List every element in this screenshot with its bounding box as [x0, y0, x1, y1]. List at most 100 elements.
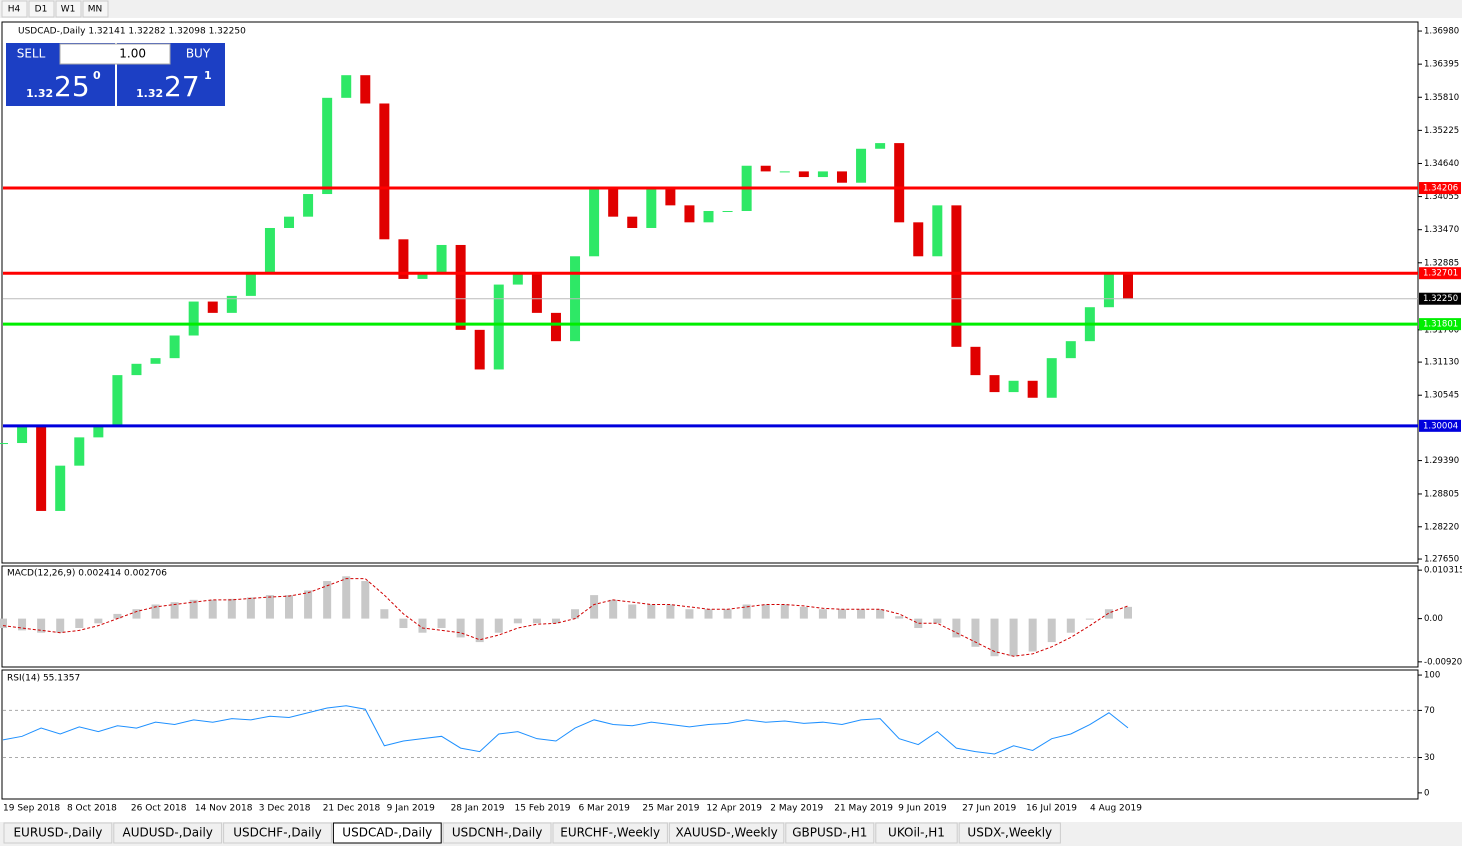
candle: [684, 205, 695, 223]
candle: [608, 188, 619, 217]
level-tag: [1419, 182, 1461, 195]
tab-label[interactable]: EURCHF-,Weekly: [560, 826, 660, 840]
candle: [112, 375, 123, 427]
candle: [245, 273, 256, 296]
timeframe-button[interactable]: [1, 0, 28, 18]
macd-bar: [265, 595, 274, 619]
x-tick-label: 9 Jan 2019: [387, 804, 435, 814]
timeframe-label[interactable]: D1: [35, 5, 48, 15]
candle: [1046, 358, 1057, 398]
candle: [303, 194, 314, 217]
lot-value[interactable]: 1.00: [119, 47, 146, 61]
candle: [627, 216, 638, 228]
candle: [1027, 380, 1038, 398]
macd-bar: [876, 609, 885, 619]
macd-bar: [246, 597, 255, 619]
y-tick-label: 1.27650: [1424, 555, 1459, 565]
macd-bar: [818, 609, 827, 619]
tab[interactable]: [223, 822, 332, 844]
timeframe-button[interactable]: [82, 0, 109, 18]
candle: [436, 244, 447, 274]
tab-label[interactable]: XAUUSD-,Weekly: [675, 826, 777, 840]
candle: [188, 301, 199, 336]
candle: [951, 205, 962, 347]
y-tick-label: 1.28805: [1424, 489, 1459, 499]
sell-button[interactable]: SELL: [17, 47, 46, 61]
macd-bar: [628, 604, 637, 619]
x-tick-label: 8 Oct 2018: [67, 804, 117, 814]
macd-bar: [914, 618, 923, 629]
level-tag: [1419, 267, 1461, 280]
candle: [589, 188, 600, 257]
candle: [417, 273, 428, 279]
macd-bar: [799, 606, 808, 619]
tab[interactable]: [875, 822, 958, 844]
macd-bar: [418, 618, 427, 633]
macd-bar: [189, 599, 198, 619]
tab-label[interactable]: USDCAD-,Daily: [342, 826, 432, 840]
candle: [760, 165, 771, 172]
tab-label[interactable]: USDCHF-,Daily: [233, 826, 321, 840]
tab-label[interactable]: UKOil-,H1: [888, 826, 945, 840]
candle: [379, 103, 390, 240]
y-tick-label: 0.00: [1424, 614, 1443, 624]
y-tick-label: 1.31130: [1424, 358, 1459, 368]
tab-label[interactable]: USDX-,Weekly: [967, 826, 1052, 840]
y-tick-label: 1.31700: [1424, 325, 1459, 335]
tab-label[interactable]: GBPUSD-,H1: [792, 826, 867, 840]
candle: [493, 284, 504, 370]
candle: [913, 222, 924, 257]
y-tick-label: 1.35810: [1424, 93, 1459, 103]
candle: [531, 273, 542, 313]
macd-title: MACD(12,26,9) 0.002414 0.002706: [7, 569, 167, 579]
chart-title: USDCAD-,Daily 1.32141 1.32282 1.32098 1.…: [18, 27, 246, 37]
timeframe-button[interactable]: [28, 0, 55, 18]
macd-bar: [227, 598, 236, 619]
tab[interactable]: [668, 822, 785, 844]
tab[interactable]: [552, 822, 668, 844]
y-tick-label: 1.34640: [1424, 159, 1459, 169]
macd-bar: [170, 602, 179, 619]
macd-bar: [456, 618, 465, 638]
rsi-title: RSI(14) 55.1357: [7, 674, 80, 684]
candle: [284, 216, 295, 228]
tab-label[interactable]: EURUSD-,Daily: [13, 826, 102, 840]
timeframe-label[interactable]: W1: [61, 5, 76, 15]
candle: [779, 171, 790, 173]
macd-bar: [0, 618, 7, 629]
macd-bar: [590, 595, 599, 619]
current-price-tag: [1419, 292, 1461, 305]
y-tick-label: 70: [1424, 706, 1435, 716]
lot-field[interactable]: [59, 43, 171, 65]
tab[interactable]: [785, 822, 875, 844]
macd-bar: [18, 618, 27, 631]
tab[interactable]: [332, 822, 442, 844]
candle: [322, 97, 333, 195]
timeframe-button[interactable]: [55, 0, 82, 18]
macd-bar: [361, 581, 370, 619]
tab[interactable]: [113, 822, 223, 844]
macd-bar: [151, 604, 160, 619]
tab[interactable]: [442, 822, 552, 844]
timeframe-label[interactable]: MN: [88, 5, 103, 15]
macd-bar: [532, 618, 541, 624]
candle: [989, 375, 1000, 393]
timeframe-label[interactable]: H4: [8, 5, 21, 15]
tab-label[interactable]: AUDUSD-,Daily: [123, 826, 213, 840]
macd-bar: [1047, 618, 1056, 643]
tab-label[interactable]: USDCNH-,Daily: [452, 826, 543, 840]
x-tick-label: 14 Nov 2018: [195, 804, 253, 814]
tab[interactable]: [3, 822, 113, 844]
ask-sup: 1: [204, 69, 212, 82]
tab[interactable]: [958, 822, 1061, 844]
candle: [856, 148, 867, 183]
macd-bar: [1009, 618, 1018, 657]
macd-bar: [285, 595, 294, 619]
macd-bar: [475, 618, 484, 643]
buy-button[interactable]: BUY: [186, 47, 211, 61]
candle: [703, 211, 714, 223]
candle: [817, 171, 828, 178]
x-tick-label: 28 Jan 2019: [451, 804, 505, 814]
macd-bar: [132, 609, 141, 619]
level-label: 1.31801: [1423, 320, 1458, 330]
